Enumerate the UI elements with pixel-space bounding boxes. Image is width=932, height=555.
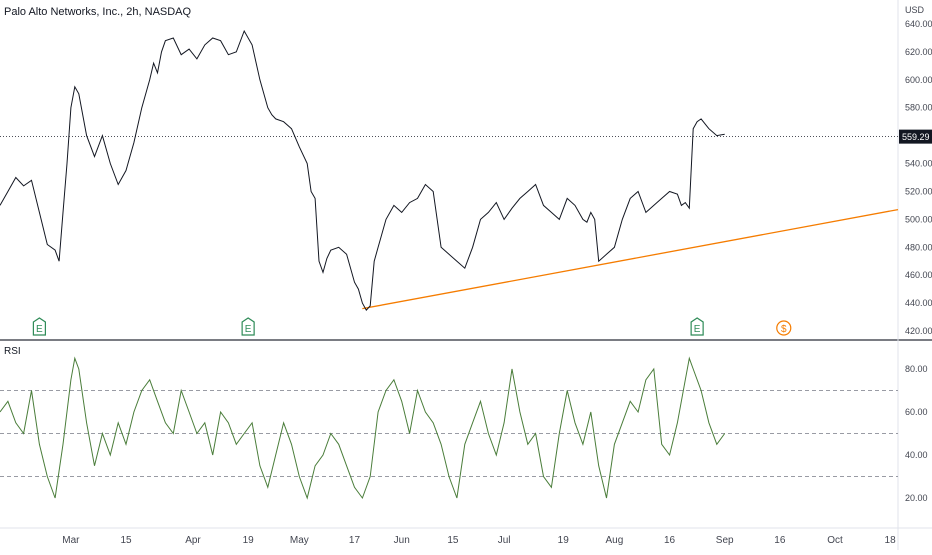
price-badge-label: 559.29 [902, 132, 930, 142]
price-tick-label: 440.00 [905, 298, 932, 308]
rsi-series-line [0, 358, 725, 498]
price-tick-label: 460.00 [905, 270, 932, 280]
time-tick-label: Oct [827, 535, 843, 546]
trendline [362, 210, 898, 309]
time-tick-label: 17 [349, 535, 361, 546]
price-tick-label: 500.00 [905, 214, 932, 224]
time-tick-label: 18 [885, 535, 897, 546]
event-marker-label: $ [781, 324, 787, 335]
time-tick-label: 19 [243, 535, 255, 546]
chart-title: Palo Alto Networks, Inc., 2h, NASDAQ [4, 6, 191, 18]
time-tick-label: Aug [606, 535, 624, 546]
time-tick-label: 15 [120, 535, 132, 546]
event-marker-label: E [36, 324, 43, 335]
time-tick-label: 15 [447, 535, 459, 546]
price-tick-label: 540.00 [905, 159, 932, 169]
time-tick-label: 19 [558, 535, 570, 546]
price-tick-label: 620.00 [905, 47, 932, 57]
currency-label: USD [905, 5, 925, 15]
price-tick-label: 600.00 [905, 75, 932, 85]
time-tick-label: 16 [774, 535, 786, 546]
event-marker-label: E [245, 324, 252, 335]
time-tick-label: Mar [62, 535, 80, 546]
axis-layer: 640.00620.00600.00580.00560.00540.00520.… [62, 5, 932, 546]
time-tick-label: 16 [664, 535, 676, 546]
time-tick-label: Jul [498, 535, 511, 546]
time-tick-label: Jun [394, 535, 410, 546]
time-tick-label: Sep [716, 535, 734, 546]
rsi-tick-label: 60.00 [905, 407, 928, 417]
price-tick-label: 580.00 [905, 103, 932, 113]
rsi-pane [0, 358, 898, 498]
price-tick-label: 480.00 [905, 242, 932, 252]
rsi-tick-label: 80.00 [905, 364, 928, 374]
rsi-tick-label: 20.00 [905, 493, 928, 503]
price-pane: E E E $ [0, 31, 898, 335]
time-tick-label: Apr [185, 535, 201, 546]
event-marker-label: E [694, 324, 701, 335]
price-tick-label: 420.00 [905, 326, 932, 336]
price-tick-label: 520.00 [905, 186, 932, 196]
rsi-tick-label: 40.00 [905, 450, 928, 460]
price-series-line [0, 31, 725, 310]
rsi-indicator-label: RSI [4, 346, 21, 357]
price-tick-label: 640.00 [905, 19, 932, 29]
time-tick-label: May [290, 535, 309, 546]
